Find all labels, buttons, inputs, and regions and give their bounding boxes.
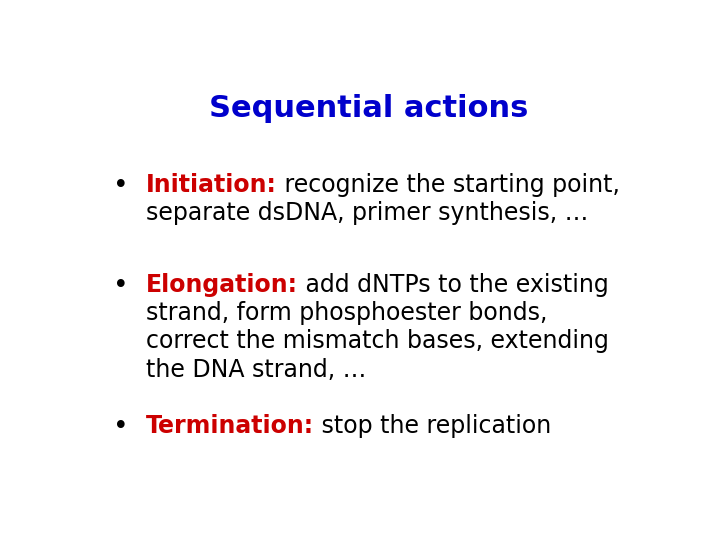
Text: separate ds​DNA, primer synthesis, …: separate ds​DNA, primer synthesis, … [145,201,588,225]
Text: stop the replication: stop the replication [314,414,552,438]
Text: •: • [113,414,128,440]
Text: strand, form phosphoester bonds,: strand, form phosphoester bonds, [145,301,547,325]
Text: Elongation:: Elongation: [145,273,298,296]
Text: the DNA strand, …: the DNA strand, … [145,357,366,382]
Text: Sequential actions: Sequential actions [210,94,528,123]
Text: recognize the starting point,: recognize the starting point, [276,173,619,197]
Text: correct the mismatch bases, extending: correct the mismatch bases, extending [145,329,608,353]
Text: •: • [113,273,128,299]
Text: •: • [113,173,128,199]
Text: Termination:: Termination: [145,414,314,438]
Text: add d​NTPs to the existing: add d​NTPs to the existing [298,273,608,296]
Text: Initiation:: Initiation: [145,173,276,197]
